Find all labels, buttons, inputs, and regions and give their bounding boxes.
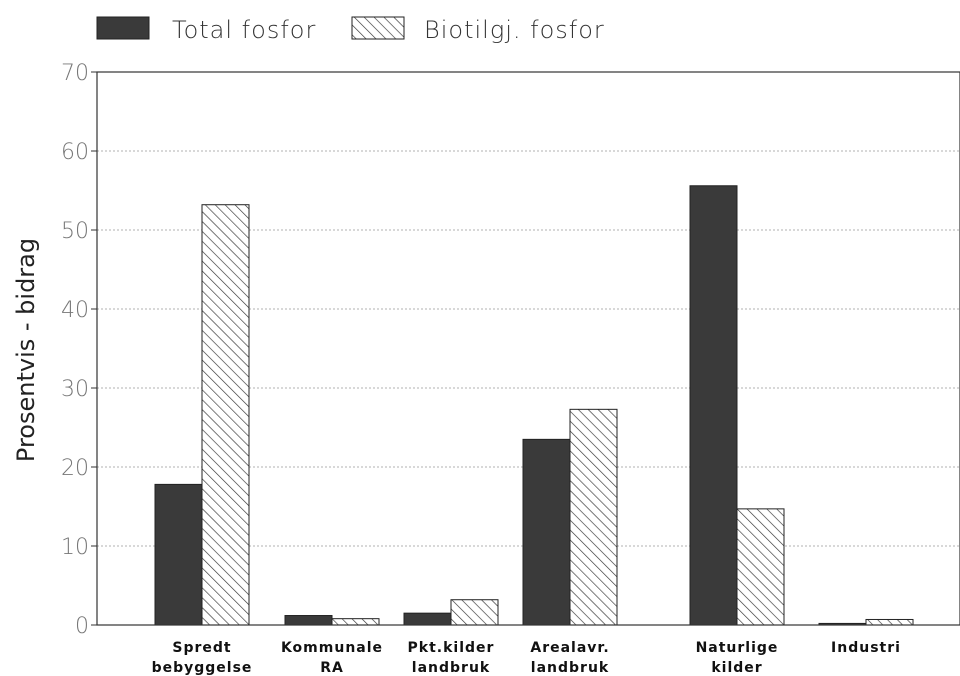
x-tick-label: Spredt bebyggelse — [152, 640, 253, 676]
legend-swatch-biotilgj-fosfor — [351, 16, 405, 40]
y-tick-label: 50 — [61, 219, 89, 244]
bar-biotilgj-fosfor — [201, 204, 250, 626]
legend-label-biotilgj-fosfor: Biotilgj. fosfor — [424, 16, 605, 44]
x-tick-label: Arealavr. landbruk — [530, 640, 609, 676]
bar-biotilgj-fosfor — [736, 508, 785, 626]
y-tick-label: 40 — [61, 298, 89, 323]
bar-total-fosfor — [154, 483, 203, 626]
bar-total-fosfor — [689, 185, 738, 626]
bar-biotilgj-fosfor — [569, 408, 618, 626]
y-tick-label: 0 — [75, 614, 89, 639]
bar-biotilgj-fosfor — [865, 618, 914, 626]
x-tick-label: Kommunale RA — [281, 640, 383, 676]
x-tick-label: Naturlige kilder — [696, 640, 779, 676]
y-axis-label: Prosentvis - bidrag — [12, 238, 40, 462]
y-tick-label: 20 — [61, 456, 89, 481]
bars — [154, 185, 914, 626]
y-tick-label: 70 — [61, 61, 89, 86]
bar-total-fosfor — [522, 438, 571, 626]
bar-total-fosfor — [403, 612, 452, 626]
bar-biotilgj-fosfor — [450, 599, 499, 626]
bar-biotilgj-fosfor — [331, 618, 380, 626]
x-tick-label: Pkt.kilder landbruk — [408, 640, 495, 676]
y-tick-label: 30 — [61, 377, 89, 402]
x-tick-label: Industri — [831, 640, 901, 656]
x-axis-ticks: Spredt bebyggelse Kommunale RA Pkt.kilder lan… — [152, 640, 901, 676]
y-tick-label: 10 — [61, 535, 89, 560]
legend: Total fosfor Biotilgj. fosfor — [96, 16, 605, 44]
y-axis-ticks: 0 10 20 30 40 50 60 70 — [61, 61, 97, 639]
plot-frame — [96, 71, 960, 626]
legend-swatch-total-fosfor — [96, 16, 150, 40]
y-tick-label: 60 — [61, 140, 89, 165]
legend-label-total-fosfor: Total fosfor — [172, 16, 316, 44]
bar-total-fosfor — [284, 615, 333, 626]
